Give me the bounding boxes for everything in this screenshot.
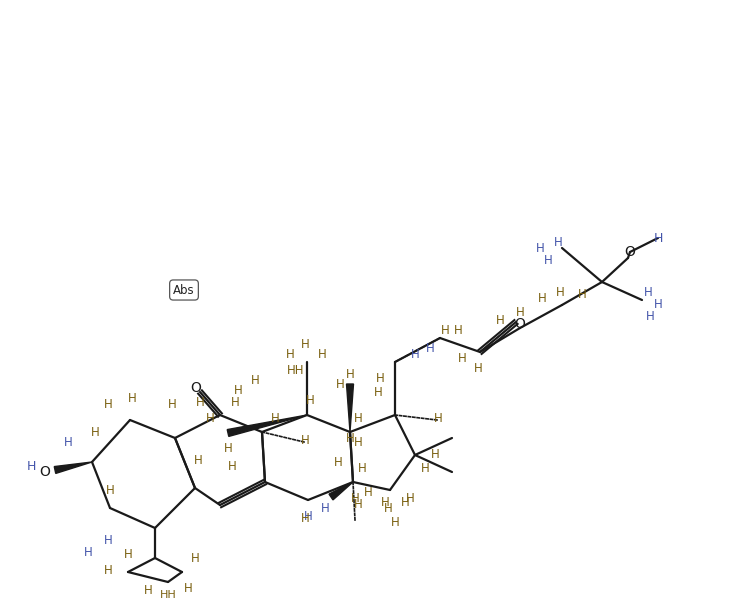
- Text: H: H: [363, 485, 372, 499]
- Text: H: H: [321, 502, 329, 514]
- Text: H: H: [128, 391, 137, 404]
- Text: H: H: [458, 351, 467, 364]
- Text: H: H: [357, 462, 366, 474]
- Text: O: O: [39, 465, 51, 479]
- Text: H: H: [345, 368, 354, 382]
- Text: H: H: [285, 348, 294, 362]
- Text: H: H: [84, 545, 92, 559]
- Text: H: H: [496, 313, 504, 327]
- Text: H: H: [224, 442, 233, 454]
- Text: HH: HH: [288, 364, 305, 376]
- Text: H: H: [473, 362, 482, 375]
- Text: HH: HH: [160, 590, 176, 600]
- Text: H: H: [400, 496, 409, 508]
- Text: H: H: [195, 396, 204, 408]
- Text: O: O: [515, 317, 525, 331]
- Text: H: H: [103, 533, 112, 547]
- Text: H: H: [64, 436, 72, 448]
- Text: O: O: [625, 245, 635, 259]
- Text: H: H: [301, 433, 309, 447]
- Text: H: H: [91, 425, 100, 439]
- Text: H: H: [654, 299, 662, 311]
- Text: H: H: [536, 242, 545, 255]
- Text: H: H: [106, 484, 114, 496]
- Text: H: H: [383, 502, 392, 514]
- Text: H: H: [334, 456, 343, 468]
- Text: H: H: [317, 348, 326, 362]
- Text: H: H: [194, 453, 202, 467]
- Text: H: H: [354, 411, 363, 424]
- Text: O: O: [190, 381, 201, 395]
- Text: H: H: [354, 499, 363, 511]
- Text: H: H: [354, 436, 363, 448]
- Text: H: H: [123, 548, 132, 562]
- Text: H: H: [270, 411, 279, 424]
- Polygon shape: [227, 415, 307, 436]
- Text: H: H: [554, 236, 562, 248]
- Text: H: H: [426, 342, 435, 355]
- Text: H: H: [411, 348, 419, 362]
- Text: H: H: [441, 324, 450, 336]
- Text: H: H: [184, 582, 192, 594]
- Text: H: H: [233, 384, 242, 396]
- Text: H: H: [421, 462, 429, 474]
- Text: H: H: [434, 411, 442, 424]
- Text: H: H: [406, 491, 415, 505]
- Text: H: H: [345, 431, 354, 444]
- Text: H: H: [206, 411, 215, 424]
- Text: H: H: [227, 459, 236, 473]
- Polygon shape: [54, 462, 92, 473]
- Text: H: H: [103, 564, 112, 576]
- Polygon shape: [329, 482, 353, 500]
- Text: H: H: [301, 339, 309, 351]
- Text: H: H: [544, 253, 552, 267]
- Text: H: H: [538, 291, 546, 304]
- Text: H: H: [191, 551, 199, 565]
- Text: H: H: [431, 448, 439, 462]
- Text: H: H: [643, 285, 652, 299]
- Text: H: H: [230, 396, 239, 408]
- Text: H: H: [374, 385, 383, 399]
- Text: H: H: [304, 510, 312, 522]
- Text: H: H: [516, 305, 525, 319]
- Text: H: H: [305, 393, 314, 407]
- Text: H: H: [577, 288, 586, 302]
- Text: H: H: [250, 373, 259, 387]
- Text: H: H: [168, 398, 176, 410]
- Text: H: H: [380, 496, 389, 508]
- Text: H: H: [103, 399, 112, 411]
- Text: H: H: [646, 310, 655, 322]
- Text: H: H: [143, 584, 152, 596]
- Text: Abs: Abs: [173, 284, 195, 296]
- Text: H: H: [653, 231, 663, 244]
- Text: H: H: [454, 324, 462, 336]
- Text: H: H: [26, 459, 36, 473]
- Text: H: H: [351, 491, 360, 505]
- Text: H: H: [376, 371, 384, 384]
- Text: H: H: [391, 516, 400, 528]
- Text: H: H: [336, 379, 344, 391]
- Text: H: H: [301, 511, 309, 525]
- Text: H: H: [556, 285, 565, 299]
- Polygon shape: [346, 384, 354, 432]
